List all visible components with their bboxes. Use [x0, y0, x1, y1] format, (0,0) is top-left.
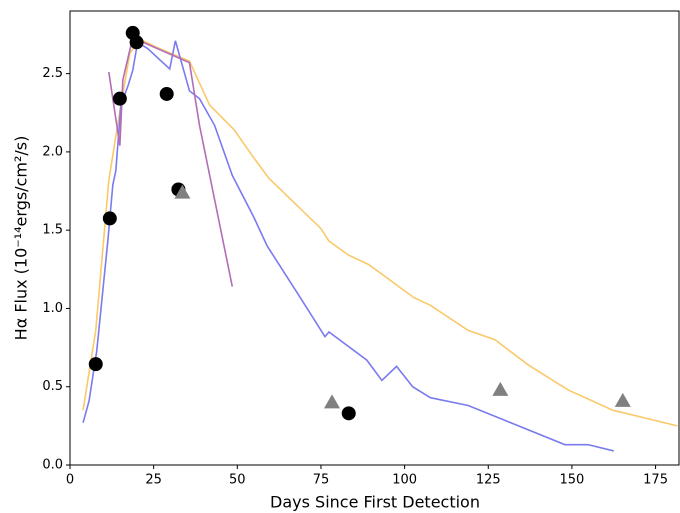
data-point	[174, 184, 191, 199]
x-tick-label: 25	[145, 473, 162, 488]
data-point	[614, 392, 631, 407]
data-point	[112, 91, 127, 106]
data-point	[324, 394, 341, 409]
x-tick-label: 175	[643, 473, 668, 488]
data-point	[159, 86, 174, 101]
series-line	[108, 39, 234, 287]
plot-frame	[69, 10, 680, 466]
data-point	[88, 357, 103, 372]
data-point	[129, 35, 144, 50]
y-tick-label: 0.0	[42, 458, 63, 473]
x-tick-label: 100	[392, 473, 417, 488]
x-tick-label: 50	[229, 473, 246, 488]
x-tick-label: 150	[560, 473, 585, 488]
y-axis-label: Hα Flux (10⁻¹⁴ergs/cm²/s)	[12, 136, 31, 341]
y-tick-label: 1.5	[42, 223, 63, 238]
y-tick-label: 2.0	[42, 144, 63, 159]
x-axis-label: Days Since First Detection	[270, 493, 480, 512]
y-tick-label: 1.0	[42, 301, 63, 316]
data-point	[492, 381, 509, 396]
series-line	[82, 40, 614, 452]
x-tick-label: 0	[66, 473, 74, 488]
y-tick-label: 2.5	[42, 66, 63, 81]
data-point	[341, 406, 356, 421]
y-tick-label: 0.5	[42, 379, 63, 394]
data-point	[102, 211, 117, 226]
x-tick-label: 75	[313, 473, 330, 488]
x-tick-label: 125	[476, 473, 501, 488]
